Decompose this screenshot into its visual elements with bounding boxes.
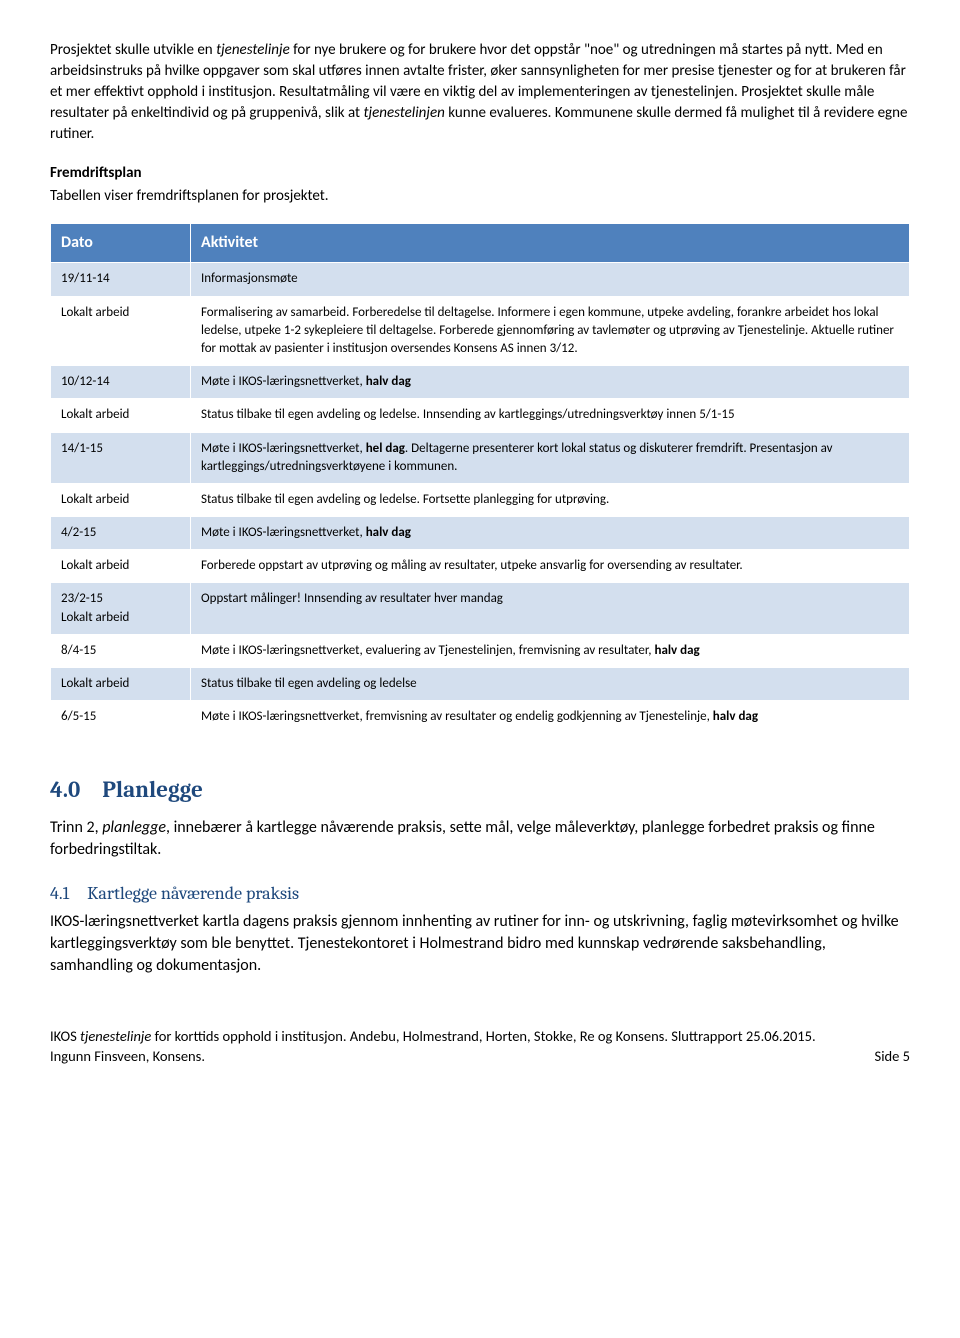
- cell-date: Lokalt arbeid: [51, 550, 191, 583]
- text-bold: halv dag: [654, 643, 699, 658]
- text: 23/2-15: [61, 591, 103, 606]
- heading-4-0: 4.0 Planlegge: [50, 774, 910, 806]
- fremdriftsplan-table: Dato Aktivitet 19/11-14 Informasjonsmøte…: [50, 223, 910, 734]
- cell-date: 10/12-14: [51, 366, 191, 399]
- cell-activity: Møte i IKOS-læringsnettverket, halv dag: [191, 517, 910, 550]
- table-row: Lokalt arbeid Status tilbake til egen av…: [51, 399, 910, 432]
- footer-author: Ingunn Finsveen, Konsens.: [50, 1047, 205, 1065]
- fremdriftsplan-heading: Fremdriftsplan: [50, 163, 910, 184]
- table-row: Lokalt arbeid Status tilbake til egen av…: [51, 668, 910, 701]
- cell-date: 4/2-15: [51, 517, 191, 550]
- section-4-1-body: IKOS-læringsnettverket kartla dagens pra…: [50, 911, 910, 978]
- table-row: Lokalt arbeid Status tilbake til egen av…: [51, 483, 910, 516]
- heading-number: 4.1: [50, 883, 69, 904]
- text-italic: tjenestelinjen: [363, 104, 444, 122]
- table-row: Lokalt arbeid Forberede oppstart av utpr…: [51, 550, 910, 583]
- text: , innebærer å kartlegge nåværende praksi…: [50, 818, 875, 859]
- cell-date: 23/2-15 Lokalt arbeid: [51, 583, 191, 634]
- heading-4-1: 4.1 Kartlegge nåværende praksis: [50, 881, 910, 906]
- cell-date: Lokalt arbeid: [51, 668, 191, 701]
- cell-activity: Møte i IKOS-læringsnettverket, evaluerin…: [191, 634, 910, 667]
- cell-date: Lokalt arbeid: [51, 483, 191, 516]
- text: for nye brukere og for brukere hvor det …: [290, 41, 833, 59]
- cell-activity: Informasjonsmøte: [191, 263, 910, 296]
- heading-number: 4.0: [50, 776, 80, 803]
- cell-activity: Forberede oppstart av utprøving og målin…: [191, 550, 910, 583]
- cell-activity: Formalisering av samarbeid. Forberedelse…: [191, 296, 910, 366]
- cell-date: Lokalt arbeid: [51, 296, 191, 366]
- table-row: 10/12-14 Møte i IKOS-læringsnettverket, …: [51, 366, 910, 399]
- table-row: 23/2-15 Lokalt arbeid Oppstart målinger! …: [51, 583, 910, 634]
- intro-paragraph-1: Prosjektet skulle utvikle en tjenestelin…: [50, 40, 910, 145]
- text: Møte i IKOS-læringsnettverket,: [201, 374, 366, 389]
- text: for korttids opphold i institusjon. Ande…: [151, 1027, 815, 1045]
- table-row: 8/4-15 Møte i IKOS-læringsnettverket, ev…: [51, 634, 910, 667]
- cell-activity: Oppstart målinger! Innsending av resulta…: [191, 583, 910, 634]
- table-row: 14/1-15 Møte i IKOS-læringsnettverket, h…: [51, 432, 910, 483]
- table-row: 6/5-15 Møte i IKOS-læringsnettverket, fr…: [51, 701, 910, 734]
- table-row: 19/11-14 Informasjonsmøte: [51, 263, 910, 296]
- table-row: 4/2-15 Møte i IKOS-læringsnettverket, ha…: [51, 517, 910, 550]
- text: Møte i IKOS-læringsnettverket, fremvisni…: [201, 709, 713, 724]
- cell-activity: Møte i IKOS-læringsnettverket, fremvisni…: [191, 701, 910, 734]
- page-footer: IKOS tjenestelinje for korttids opphold …: [50, 1026, 910, 1067]
- text-italic: planlegge: [102, 818, 166, 837]
- cell-date: 14/1-15: [51, 432, 191, 483]
- text-bold: halv dag: [713, 709, 758, 724]
- text: Trinn 2,: [50, 818, 102, 837]
- cell-date: 6/5-15: [51, 701, 191, 734]
- text: Møte i IKOS-læringsnettverket, evaluerin…: [201, 643, 654, 658]
- cell-date: Lokalt arbeid: [51, 399, 191, 432]
- table-row: Lokalt arbeid Formalisering av samarbeid…: [51, 296, 910, 366]
- text-bold: halv dag: [366, 374, 411, 389]
- section-4-0-body: Trinn 2, planlegge, innebærer å kartlegg…: [50, 817, 910, 862]
- cell-date: 19/11-14: [51, 263, 191, 296]
- text-bold: hel dag: [366, 441, 405, 456]
- cell-activity: Status tilbake til egen avdeling og lede…: [191, 668, 910, 701]
- fremdriftsplan-desc: Tabellen viser fremdriftsplanen for pros…: [50, 186, 910, 207]
- text: Møte i IKOS-læringsnettverket,: [201, 441, 366, 456]
- cell-activity: Møte i IKOS-læringsnettverket, hel dag. …: [191, 432, 910, 483]
- heading-text: Planlegge: [102, 776, 203, 803]
- page-number: Side 5: [855, 1046, 910, 1066]
- header-dato: Dato: [51, 224, 191, 263]
- text-italic: tjenestelinje: [80, 1027, 151, 1045]
- table-header-row: Dato Aktivitet: [51, 224, 910, 263]
- footer-left: IKOS tjenestelinje for korttids opphold …: [50, 1026, 855, 1067]
- text: Prosjektet skulle utvikle en: [50, 41, 216, 59]
- header-aktivitet: Aktivitet: [191, 224, 910, 263]
- text-bold: halv dag: [366, 525, 411, 540]
- cell-activity: Møte i IKOS-læringsnettverket, halv dag: [191, 366, 910, 399]
- cell-activity: Status tilbake til egen avdeling og lede…: [191, 399, 910, 432]
- text-italic: tjenestelinje: [216, 41, 290, 59]
- text: IKOS: [50, 1027, 80, 1045]
- heading-text: Kartlegge nåværende praksis: [87, 883, 299, 904]
- text: Lokalt arbeid: [61, 610, 129, 625]
- cell-activity: Status tilbake til egen avdeling og lede…: [191, 483, 910, 516]
- text: Møte i IKOS-læringsnettverket,: [201, 525, 366, 540]
- cell-date: 8/4-15: [51, 634, 191, 667]
